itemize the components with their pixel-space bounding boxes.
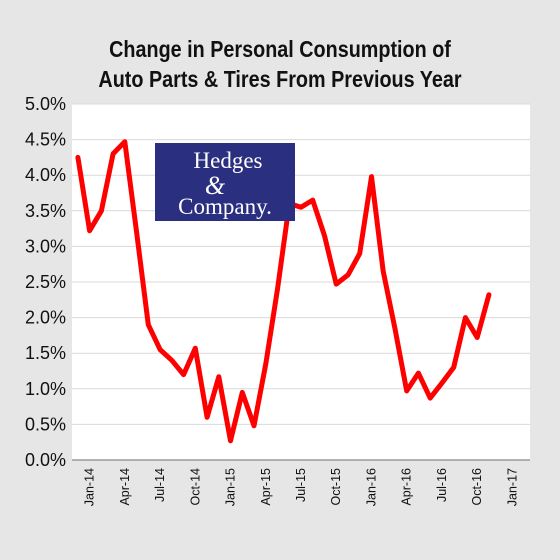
- y-tick-label: 4.5%: [25, 130, 66, 150]
- x-tick-label: Oct-14: [188, 468, 202, 506]
- y-tick-label: 2.0%: [25, 308, 66, 328]
- y-tick-label: 0.5%: [25, 414, 66, 434]
- y-tick-label: 2.5%: [25, 272, 66, 292]
- y-tick-label: 3.5%: [25, 201, 66, 221]
- logo-background: [155, 143, 295, 221]
- y-tick-label: 1.0%: [25, 379, 66, 399]
- chart-title-line-2: Auto Parts & Tires From Previous Year: [98, 66, 462, 92]
- x-tick-label: Jan-15: [224, 468, 238, 506]
- logo-line-2: Company.: [178, 194, 272, 219]
- y-axis-ticks: 0.0% 0.5% 1.0% 1.5% 2.0% 2.5% 3.0% 3.5% 4.0% 4.5%…: [25, 94, 66, 470]
- y-tick-label: 3.0%: [25, 236, 66, 256]
- x-axis-ticks: Jan-14 Apr-14 Jul-14 Oct-14 Jan-15 Apr-15 Jul-…: [83, 468, 520, 506]
- x-tick-label: Jul-14: [153, 468, 167, 502]
- x-tick-label: Oct-16: [470, 468, 484, 506]
- y-tick-label: 5.0%: [25, 94, 66, 114]
- x-tick-label: Oct-15: [329, 468, 343, 506]
- series-layer: [75, 139, 492, 444]
- x-tick-label: Jan-14: [83, 468, 97, 506]
- series-line-0: [75, 139, 492, 444]
- x-tick-label: Jan-16: [364, 468, 378, 506]
- gridlines: [72, 103, 530, 461]
- x-tick-label: Apr-16: [400, 468, 414, 506]
- logo-ampersand: &: [205, 171, 226, 200]
- hedges-company-logo: Hedges & Company.: [155, 143, 295, 221]
- x-tick-label: Jan-17: [505, 468, 519, 506]
- x-tick-label: Jul-16: [435, 468, 449, 502]
- logo-line-1: Hedges: [194, 148, 263, 173]
- y-tick-label: 4.0%: [25, 165, 66, 185]
- y-tick-label: 1.5%: [25, 343, 66, 363]
- x-tick-label: Jul-15: [294, 468, 308, 502]
- y-tick-label: 0.0%: [25, 450, 66, 470]
- x-tick-label: Apr-15: [259, 468, 273, 506]
- x-tick-label: Apr-14: [118, 468, 132, 506]
- chart-title-line-1: Change in Personal Consumption of: [109, 36, 451, 62]
